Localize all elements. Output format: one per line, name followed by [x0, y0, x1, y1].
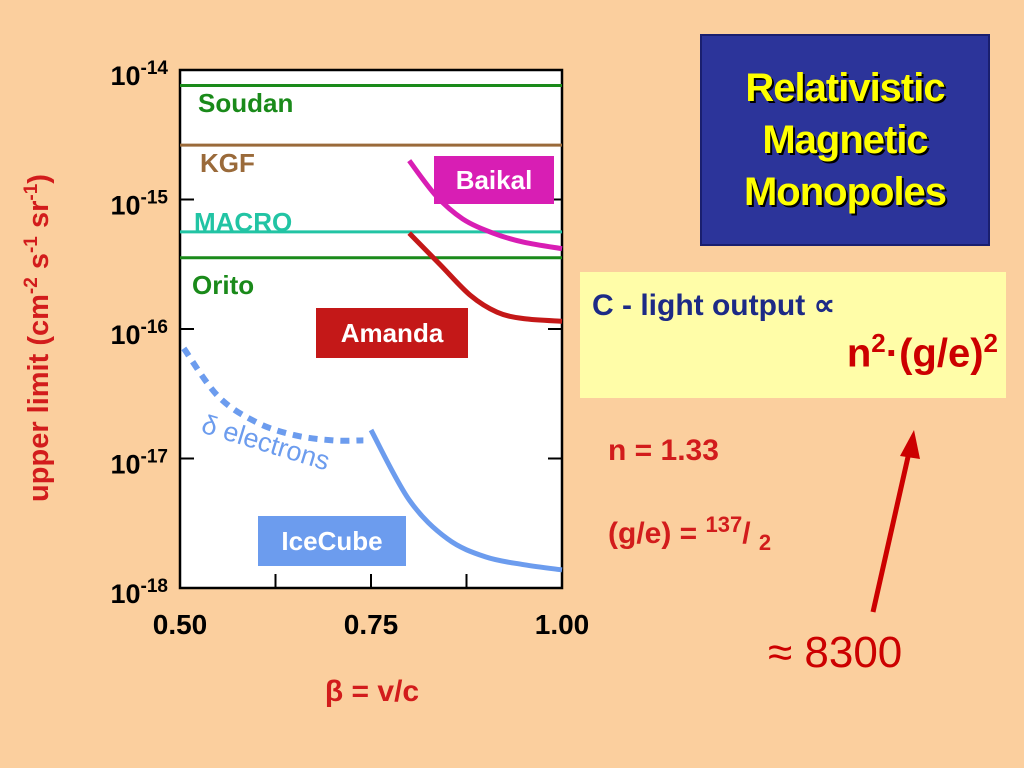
series-line-baikal — [407, 159, 563, 252]
series-label-icecube-box — [258, 516, 406, 566]
ge-numerator: 137 — [705, 512, 743, 537]
title-line-2: Magnetic — [762, 118, 928, 162]
x-tick-label: 0.75 — [344, 609, 399, 640]
x-tick-label: 0.50 — [153, 609, 208, 640]
limit-label-soudan: Soudan — [198, 88, 293, 118]
approx-value: 8300 — [804, 628, 903, 677]
limit-label-kgf: KGF — [200, 148, 255, 178]
series-line-amanda — [407, 231, 563, 324]
series-label-amanda-box — [316, 308, 468, 358]
ge-prefix: (g/e) = — [608, 517, 706, 550]
series-label-amanda: Amanda — [341, 318, 444, 348]
ge-slash: / — [742, 517, 759, 550]
y-tick-label: 10-14 — [110, 58, 168, 91]
ge-denominator: 2 — [758, 530, 772, 555]
series-label-baikal-box — [434, 156, 554, 204]
formula-box: C - light output ∝ n2·(g/e)2 — [580, 272, 1006, 398]
y-tick-label: 10-15 — [110, 188, 168, 221]
formula-dot: · — [885, 331, 900, 376]
arrow-head — [900, 430, 920, 459]
ge-value-note: (g/e) = 137/ 2 — [608, 512, 771, 556]
x-axis-label: β = v/c — [325, 675, 419, 708]
formula-text: C - light output — [592, 289, 806, 322]
limit-label-macro: MACRO — [194, 207, 292, 237]
arrow-shaft — [870, 447, 913, 613]
formula-ratio: (g/e) — [899, 331, 984, 376]
y-tick-label: 10-16 — [110, 317, 168, 350]
series-label-icecube: IceCube — [281, 526, 382, 556]
y-axis-label: upper limit (cm-2 s-1 sr-1) — [21, 174, 55, 502]
title-box: Relativistic Magnetic Monopoles — [700, 34, 990, 246]
proportional-symbol: ∝ — [813, 289, 836, 322]
formula-line-2: n2·(g/e)2 — [847, 328, 998, 376]
plot-area: 10-14 10-15 10-16 10-17 10-180.50 0.75 1.00 Sou… — [110, 58, 589, 640]
series-label-baikal: Baikal — [456, 165, 533, 195]
approx-symbol: ≈ — [768, 628, 793, 677]
title-line-1: Relativistic — [745, 66, 945, 110]
chart-labels: upper limit (cm-2 s-1 sr-1) β = v/c — [21, 174, 419, 708]
series-line-electrons — [181, 346, 364, 444]
n-value-note: n = 1.33 — [608, 434, 719, 467]
formula-n: n — [846, 331, 872, 376]
limit-label-orito: Orito — [192, 270, 254, 300]
formula-n-exponent: 2 — [871, 328, 886, 358]
pointer-arrow — [870, 430, 920, 613]
title-line-3: Monopoles — [743, 170, 947, 214]
approx-result: ≈ 8300 — [768, 628, 902, 678]
x-tick-label: 1.00 — [535, 609, 590, 640]
y-tick-label: 10-17 — [110, 447, 168, 480]
series-line-icecube — [368, 428, 563, 573]
formula-line-1: C - light output ∝ — [592, 288, 835, 323]
y-tick-label: 10-18 — [110, 576, 168, 609]
formula-ratio-exponent: 2 — [983, 328, 998, 358]
